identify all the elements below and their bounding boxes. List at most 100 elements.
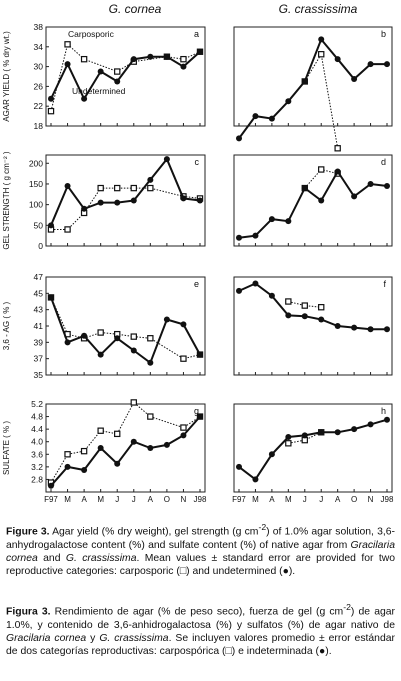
point-undetermined (318, 36, 325, 43)
x-tick-label: M (252, 495, 259, 504)
y-tick-label: 150 (29, 179, 43, 189)
point-undetermined (130, 56, 137, 63)
panel-h: F97 M A M J J A O N J98 h (232, 403, 394, 504)
point-carposporic (147, 184, 154, 192)
caption-es-label: Figura 3. (6, 606, 51, 618)
point-carposporic (114, 184, 121, 192)
panel-frame (45, 403, 206, 493)
point-undetermined (285, 312, 292, 319)
point-undetermined (197, 48, 203, 55)
point-carposporic (97, 427, 104, 434)
point-undetermined (180, 195, 187, 202)
point-carposporic (80, 447, 88, 455)
point-undetermined (197, 351, 203, 358)
point-undetermined (114, 199, 121, 206)
point-undetermined (268, 216, 275, 223)
y-tick-label: 45 (34, 288, 44, 298)
annotation-undetermined: Undetermined (72, 86, 126, 96)
y-tick-label: 3.6 (31, 449, 43, 459)
point-undetermined (163, 316, 170, 323)
y-axis-label: SULFATE ( % ) (2, 421, 11, 475)
y-tick-label: 37 (34, 354, 44, 364)
point-carposporic (318, 166, 325, 173)
caption-spanish: Figura 3. Rendimiento de agar (% de peso… (6, 601, 395, 658)
point-undetermined (367, 421, 374, 428)
point-undetermined (97, 445, 104, 451)
point-undetermined (180, 63, 187, 70)
y-tick-label: 22 (34, 101, 44, 111)
point-undetermined (130, 438, 137, 445)
point-undetermined (301, 432, 308, 439)
caption-en-text-a: Agar yield (% dry weight), gel strength … (49, 526, 259, 538)
panel-letter: c (195, 157, 200, 167)
x-tick-label: J98 (381, 495, 394, 504)
point-undetermined (48, 95, 54, 102)
point-undetermined (236, 287, 242, 294)
series-line-carposporic (288, 301, 322, 308)
point-undetermined (301, 313, 308, 320)
panel-letter: g (194, 406, 199, 416)
point-undetermined (147, 53, 154, 60)
x-tick-label: M (97, 495, 104, 504)
point-carposporic (97, 329, 104, 336)
point-carposporic (318, 304, 325, 311)
caption-en-text-d: . Mean values ± standard error are provi… (6, 552, 395, 578)
point-undetermined (318, 197, 325, 204)
x-tick-label: J (132, 495, 136, 504)
caption-en-sup: -2 (258, 522, 267, 532)
point-undetermined (64, 339, 71, 346)
point-undetermined (130, 347, 137, 354)
point-undetermined (367, 326, 374, 333)
panel-letter: f (383, 279, 386, 289)
point-carposporic (114, 430, 121, 438)
point-undetermined (236, 234, 242, 241)
caption-es-text-c: y (86, 632, 100, 644)
point-carposporic (64, 451, 71, 458)
point-undetermined (64, 183, 71, 190)
point-undetermined (97, 351, 104, 358)
panels-layer: 18 22 26 30 34 38 AGAR YIELD ( % dry wt.) a Carp… (2, 22, 394, 504)
y-tick-label: 4.8 (31, 412, 43, 422)
x-tick-label: A (148, 495, 154, 504)
point-undetermined (351, 426, 358, 433)
y-tick-label: 41 (34, 321, 44, 331)
point-undetermined (285, 98, 292, 105)
point-undetermined (301, 185, 308, 192)
y-tick-label: 43 (34, 305, 44, 315)
point-carposporic (318, 51, 325, 58)
panel-letter: d (381, 157, 386, 167)
x-tick-label: M (285, 495, 292, 504)
point-undetermined (334, 56, 341, 63)
point-undetermined (97, 199, 104, 206)
point-undetermined (81, 95, 88, 102)
point-undetermined (236, 135, 242, 142)
point-carposporic (80, 55, 88, 63)
point-carposporic (147, 413, 154, 420)
y-tick-label: 100 (29, 200, 43, 210)
series-line-undetermined (238, 169, 388, 239)
y-tick-label: 30 (34, 62, 44, 72)
point-undetermined (163, 53, 170, 60)
caption-en-text-b: ) of 1.0% agar solution, 3,6-anhydrogala… (6, 526, 395, 551)
point-undetermined (114, 460, 121, 467)
y-tick-label: 0 (38, 241, 43, 251)
panel-f: f (233, 276, 393, 376)
x-tick-label: O (164, 495, 170, 504)
point-undetermined (252, 280, 259, 287)
point-undetermined (252, 113, 259, 120)
caption-es-sup: -2 (343, 602, 351, 612)
x-tick-label: N (368, 495, 374, 504)
point-undetermined (81, 467, 88, 473)
point-carposporic (130, 333, 137, 340)
panel-letter: e (194, 279, 199, 289)
point-carposporic (47, 107, 55, 115)
x-tick-label: F97 (44, 495, 58, 504)
point-undetermined (367, 61, 374, 68)
point-undetermined (285, 218, 292, 225)
point-undetermined (48, 294, 54, 301)
point-undetermined (197, 413, 203, 420)
y-tick-label: 35 (34, 370, 44, 380)
point-undetermined (48, 222, 54, 229)
point-undetermined (268, 451, 275, 458)
point-carposporic (180, 424, 187, 431)
